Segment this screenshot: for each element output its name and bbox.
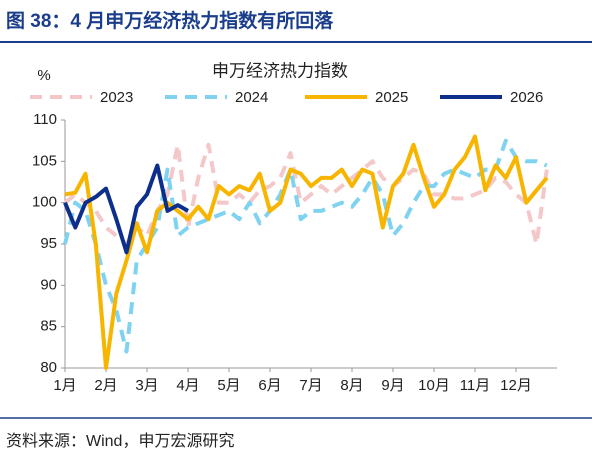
y-tick-label: 105 [32,152,57,169]
x-tick-label: 9月 [381,377,404,394]
y-tick-label: 80 [40,359,57,376]
x-tick-label: 12月 [500,377,532,394]
series-line [63,163,189,255]
x-tick-label: 8月 [340,377,363,394]
y-tick-label: 110 [33,111,57,128]
legend-label: 2025 [375,89,408,106]
x-tick-label: 6月 [258,377,281,394]
y-tick-label: 90 [40,276,57,293]
x-tick-label: 2月 [94,377,117,394]
x-tick-label: 1月 [53,377,76,394]
source-note: 资料来源：Wind，申万宏源研究 [6,432,234,450]
series-line [64,134,549,370]
x-tick-label: 7月 [299,377,322,394]
y-tick-label: 85 [40,318,57,335]
header-title: 图 38：4 月申万经济热力指数有所回落 [6,9,334,32]
x-tick-label: 11月 [460,377,491,394]
legend-label: 2026 [510,89,543,106]
series-line [63,138,548,354]
series-line [63,142,549,246]
x-tick-label: 3月 [135,377,158,394]
chart-title: 申万经济热力指数 [212,61,348,80]
x-tick-label: 5月 [217,377,240,394]
legend-label: 2023 [100,89,133,106]
y-axis-label: % [37,67,50,84]
legend-label: 2024 [235,89,268,106]
x-tick-label: 4月 [176,377,199,394]
y-tick-label: 100 [32,194,57,211]
y-tick-label: 95 [40,235,57,252]
x-tick-label: 10月 [418,377,450,394]
